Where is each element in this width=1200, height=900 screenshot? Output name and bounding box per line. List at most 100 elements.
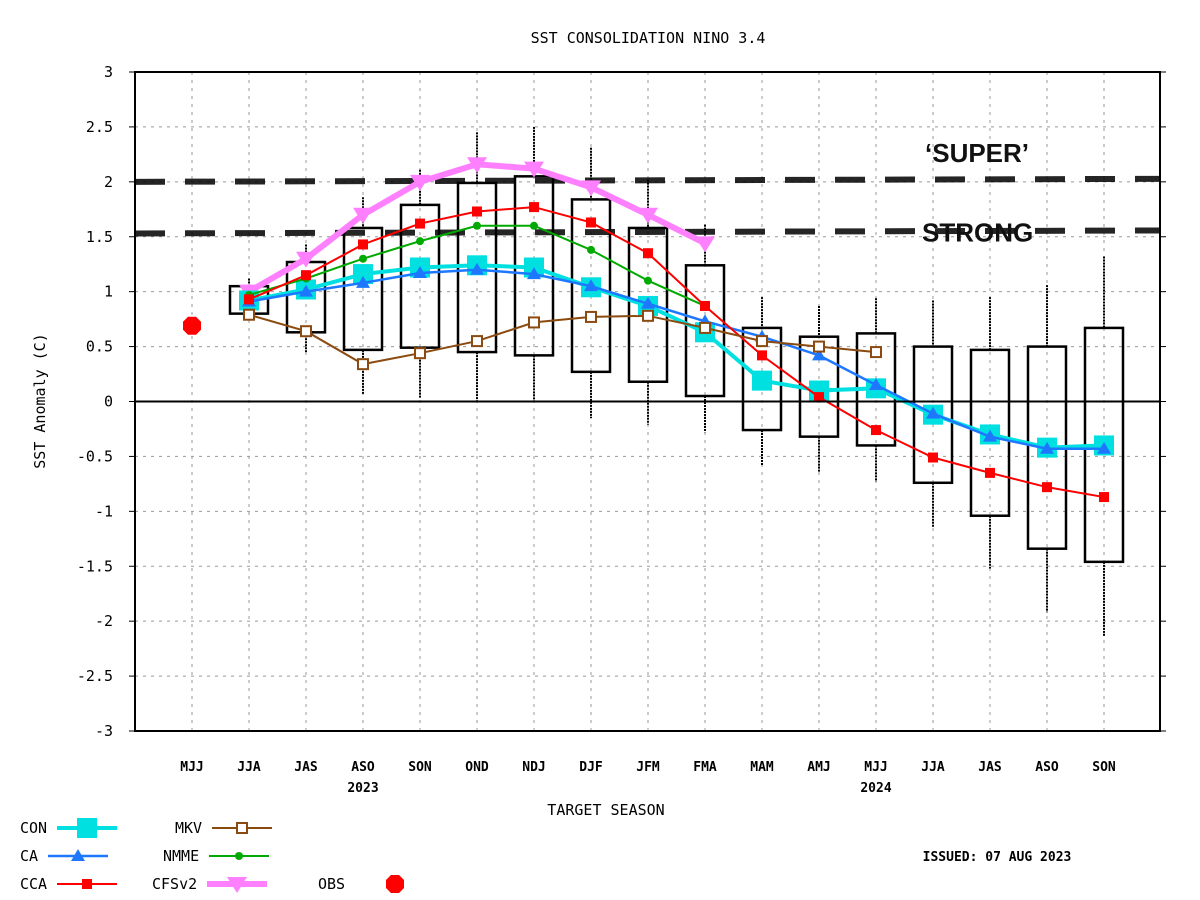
marker-triangle: [812, 348, 826, 361]
year-label: 2023: [347, 781, 378, 796]
series-lines: [183, 157, 1114, 503]
legend-item-cfsv2: CFSv2: [152, 875, 267, 893]
marker-down-triangle: [410, 174, 430, 191]
x-tick-label: ASO: [1035, 760, 1059, 775]
x-tick-label: DJF: [579, 760, 603, 775]
legend-label: CCA: [20, 875, 47, 893]
marker-down-triangle: [353, 207, 373, 224]
series-con: [239, 255, 1114, 458]
marker-down-triangle: [638, 207, 658, 224]
marker-square: [472, 206, 482, 217]
box: [741, 326, 783, 432]
legend-label: CFSv2: [152, 875, 197, 893]
marker-square: [643, 248, 653, 259]
y-tick-label: -0.5: [77, 447, 113, 465]
marker-circle: [386, 875, 404, 893]
series-ca: [242, 262, 1111, 454]
marker-star: [416, 237, 424, 246]
marker-square: [1099, 492, 1109, 503]
series-obs: [183, 316, 201, 335]
marker-star: [235, 852, 243, 860]
x-tick-label: MAM: [750, 760, 774, 775]
box: [912, 345, 954, 485]
y-tick-label: -1: [95, 502, 113, 520]
marker-open-square: [756, 335, 768, 348]
marker-open-square: [243, 308, 255, 321]
x-axis-label: TARGET SEASON: [547, 801, 664, 819]
marker-open-square: [300, 325, 312, 338]
marker-con: [752, 370, 772, 391]
marker-open-square: [357, 358, 369, 371]
marker-square: [1042, 482, 1052, 493]
legend-item-cca: CCA: [20, 875, 117, 893]
legend-item-obs: OBS: [318, 875, 404, 893]
y-tick-label: 3: [104, 63, 113, 81]
y-tick-label: -3: [95, 722, 113, 740]
x-tick-label: JAS: [978, 760, 1002, 775]
box-plots: [228, 126, 1125, 637]
x-tick-label: MJJ: [180, 760, 203, 775]
x-tick-label: AMJ: [807, 760, 830, 775]
marker-open-square: [585, 310, 597, 323]
y-tick-label: -2: [95, 612, 113, 630]
legend-label: NMME: [163, 847, 199, 865]
legend-item-nmme: NMME: [163, 847, 269, 865]
marker-triangle: [299, 284, 313, 297]
marker-square: [358, 239, 368, 250]
marker-circle: [183, 316, 201, 335]
issued-date: ISSUED: 07 AUG 2023: [923, 850, 1072, 865]
x-tick-label: JJA: [921, 760, 945, 775]
marker-triangle: [356, 275, 370, 288]
marker-down-triangle: [524, 161, 544, 178]
box: [342, 226, 384, 352]
marker-star: [530, 221, 538, 230]
x-tick-label: MJJ: [864, 760, 887, 775]
x-tick-label: SON: [1092, 760, 1116, 775]
marker-con: [353, 264, 373, 285]
marker-triangle: [527, 267, 541, 280]
legend-label: CA: [20, 847, 38, 865]
box: [570, 198, 612, 374]
series-cca: [244, 202, 1109, 503]
marker-star: [359, 254, 367, 263]
x-tick-label: JFM: [636, 760, 660, 775]
x-tick-label: JAS: [294, 760, 318, 775]
legend-label: CON: [20, 819, 47, 837]
marker-triangle: [1040, 441, 1054, 454]
marker-square: [814, 392, 824, 403]
y-tick-label: 2: [104, 173, 113, 191]
y-tick-label: 0.5: [86, 338, 113, 356]
marker-triangle: [1097, 441, 1111, 454]
marker-open-square: [642, 309, 654, 322]
marker-triangle: [470, 262, 484, 275]
series-line: [248, 206, 1105, 499]
legend-label: OBS: [318, 875, 345, 893]
marker-star: [644, 276, 652, 285]
marker-square: [757, 350, 767, 361]
marker-square: [529, 202, 539, 213]
y-tick-label: 0: [104, 393, 113, 411]
x-tick-label: SON: [408, 760, 432, 775]
marker-down-triangle: [695, 236, 715, 253]
threshold-label: ‘SUPER’: [925, 138, 1029, 168]
threshold-line: [134, 227, 1161, 237]
marker-open-square: [236, 822, 248, 834]
marker-down-triangle: [467, 157, 487, 174]
marker-open-square: [699, 321, 711, 334]
marker-square: [700, 300, 710, 311]
marker-triangle: [413, 265, 427, 278]
y-tick-label: 1: [104, 283, 113, 301]
marker-open-square: [414, 347, 426, 360]
x-tick-label: FMA: [693, 760, 717, 775]
threshold-label: STRONG: [922, 217, 1033, 247]
marker-square: [415, 218, 425, 229]
marker-open-square: [528, 316, 540, 329]
x-tick-label: ASO: [351, 760, 375, 775]
marker-down-triangle: [296, 251, 316, 268]
box: [684, 264, 726, 398]
y-tick-label: 1.5: [86, 228, 113, 246]
marker-triangle: [584, 279, 598, 292]
marker-star: [473, 221, 481, 230]
series-line: [248, 268, 1104, 450]
marker-square: [244, 294, 254, 305]
